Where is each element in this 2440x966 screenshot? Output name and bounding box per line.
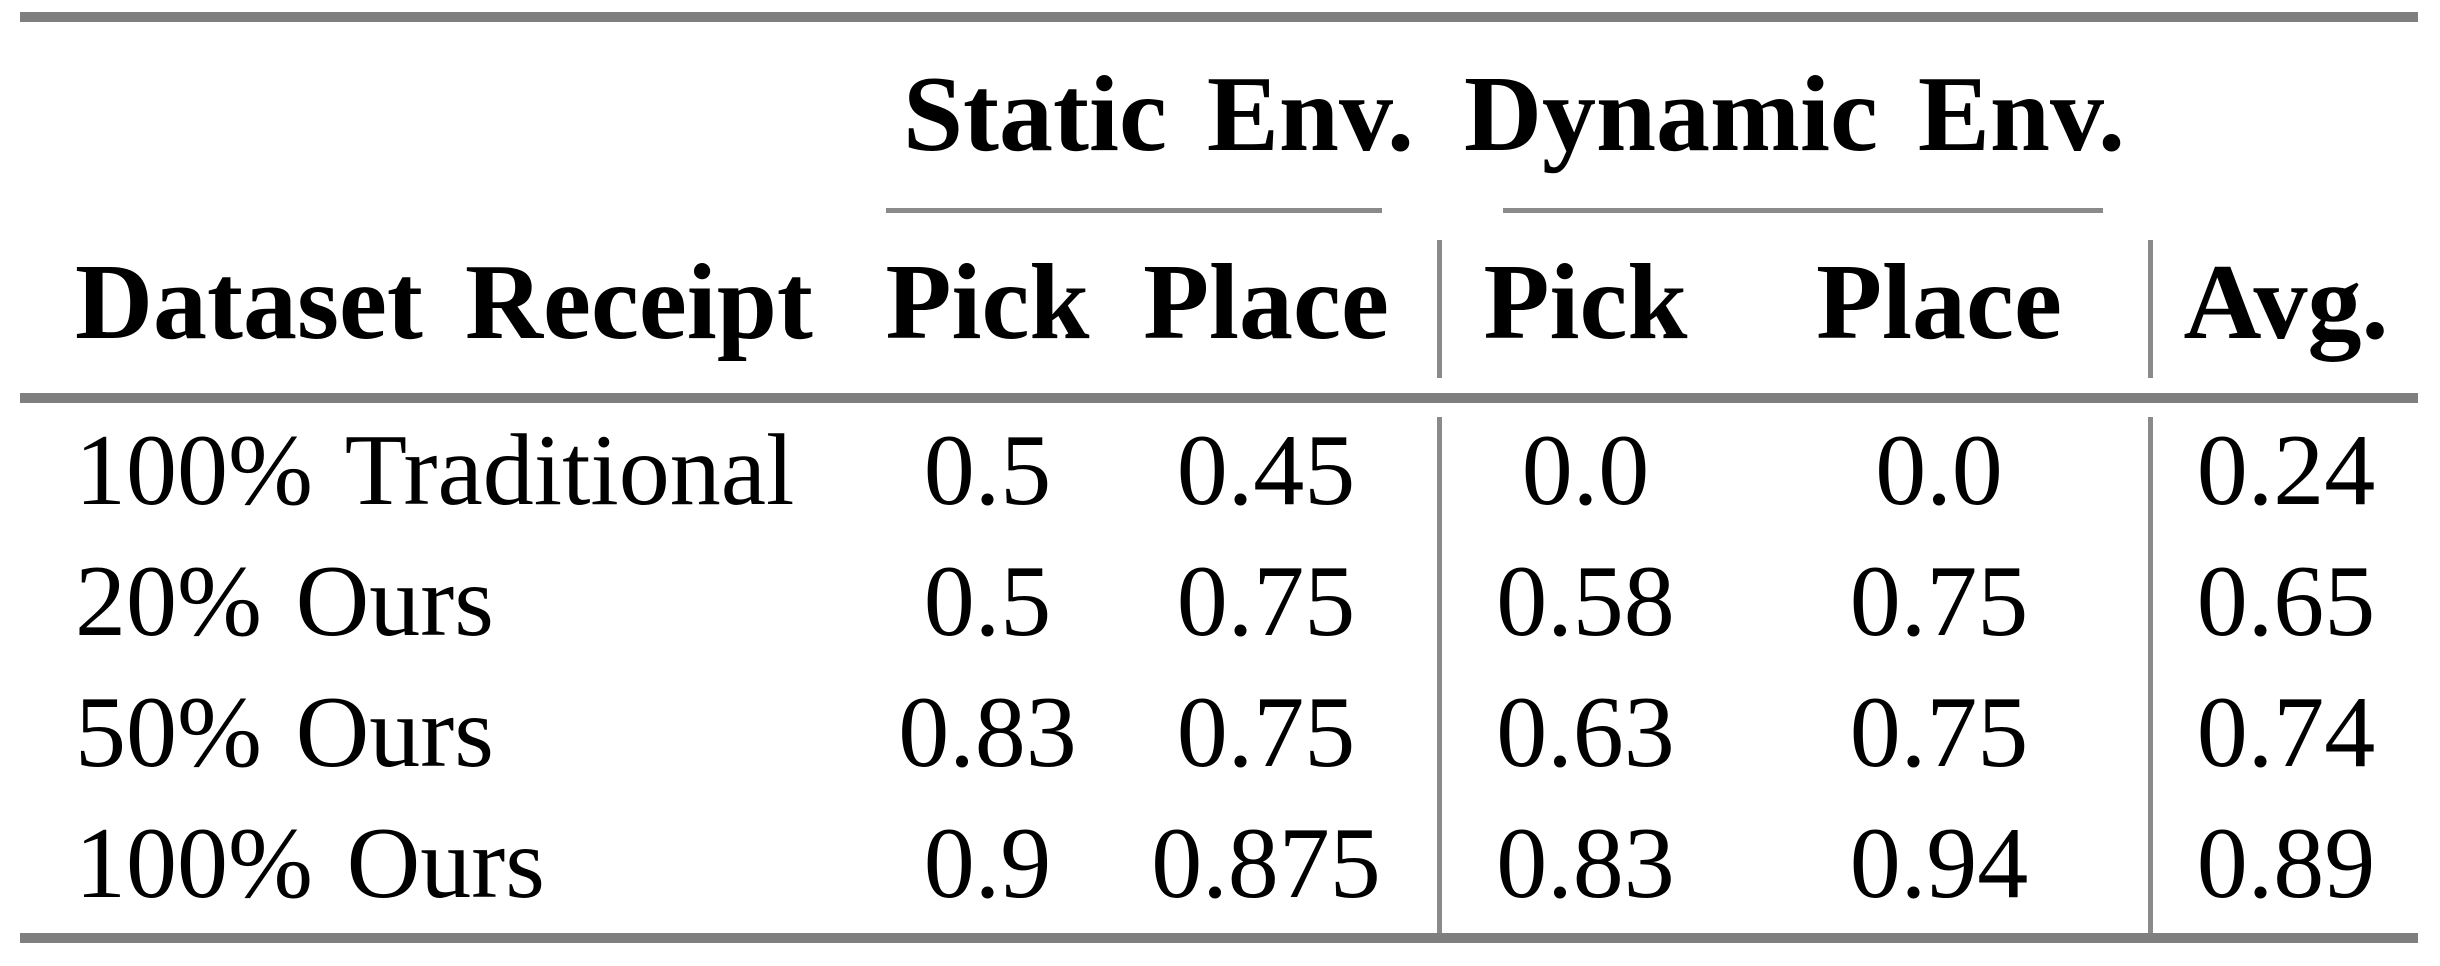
column-header-dynamic-place: Place	[1816, 243, 2062, 362]
group-header-row: Static Env. Dynamic Env.	[20, 22, 2420, 207]
cell-static-place: 0.75	[1176, 675, 1356, 789]
table-row: 50% Ours 0.83 0.75 0.63 0.75 0.74	[20, 667, 2420, 798]
cell-dynamic-pick: 0.83	[1496, 806, 1675, 920]
column-header-static-place: Place	[1143, 243, 1389, 362]
cell-dynamic-pick: 0.58	[1496, 544, 1675, 658]
column-header-static-pick: Pick	[885, 243, 1090, 362]
table-bottom-rule	[20, 933, 2418, 943]
row-label: 100% Traditional	[75, 413, 795, 527]
vertical-rule-static-dynamic-header	[1437, 240, 1442, 378]
cell-avg: 0.65	[2196, 544, 2376, 658]
cell-dynamic-place: 0.94	[1849, 806, 2029, 920]
vertical-rule-dynamic-avg-body	[2148, 417, 2153, 933]
cell-static-place: 0.75	[1176, 544, 1356, 658]
cell-avg: 0.24	[2196, 413, 2376, 527]
table-header-rule	[20, 393, 2418, 403]
cell-static-pick: 0.83	[898, 675, 1077, 789]
column-header-avg: Avg.	[2183, 243, 2389, 362]
table-top-rule	[20, 12, 2418, 22]
cell-dynamic-place: 0.75	[1849, 675, 2029, 789]
row-label: 100% Ours	[75, 806, 545, 920]
row-label: 50% Ours	[75, 675, 494, 789]
group-header-dynamic-env: Dynamic Env.	[1463, 54, 2126, 174]
cell-dynamic-place: 0.0	[1875, 413, 2003, 527]
cell-static-pick: 0.9	[923, 806, 1052, 920]
cmidrule-dynamic	[1503, 207, 2103, 213]
cmidrule-row	[20, 207, 2420, 213]
cell-static-place: 0.875	[1151, 806, 1381, 920]
column-header-row: Dataset Receipt Pick Place Pick Place Av…	[20, 213, 2420, 393]
column-header-dynamic-pick: Pick	[1483, 243, 1688, 362]
vertical-rule-static-dynamic-body	[1437, 417, 1442, 933]
cell-avg: 0.74	[2196, 675, 2376, 789]
cell-dynamic-pick: 0.63	[1496, 675, 1675, 789]
table-row: 100% Traditional 0.5 0.45 0.0 0.0 0.24	[20, 405, 2420, 536]
table-row: 100% Ours 0.9 0.875 0.83 0.94 0.89	[20, 798, 2420, 929]
mid-rule-gap	[20, 393, 2420, 405]
cmidrule-static	[886, 207, 1382, 213]
row-label: 20% Ours	[75, 544, 494, 658]
column-header-dataset-receipt: Dataset Receipt	[75, 243, 813, 362]
table-row: 20% Ours 0.5 0.75 0.58 0.75 0.65	[20, 536, 2420, 667]
cell-static-pick: 0.5	[923, 413, 1052, 527]
cell-avg: 0.89	[2196, 806, 2376, 920]
vertical-rule-dynamic-avg-header	[2148, 240, 2153, 378]
cell-dynamic-pick: 0.0	[1521, 413, 1650, 527]
cell-static-place: 0.45	[1176, 413, 1356, 527]
group-header-static-env: Static Env.	[902, 54, 1415, 174]
cell-dynamic-place: 0.75	[1849, 544, 2029, 658]
cell-static-pick: 0.5	[923, 544, 1052, 658]
results-table: Static Env. Dynamic Env. Dataset Receipt…	[20, 22, 2420, 929]
